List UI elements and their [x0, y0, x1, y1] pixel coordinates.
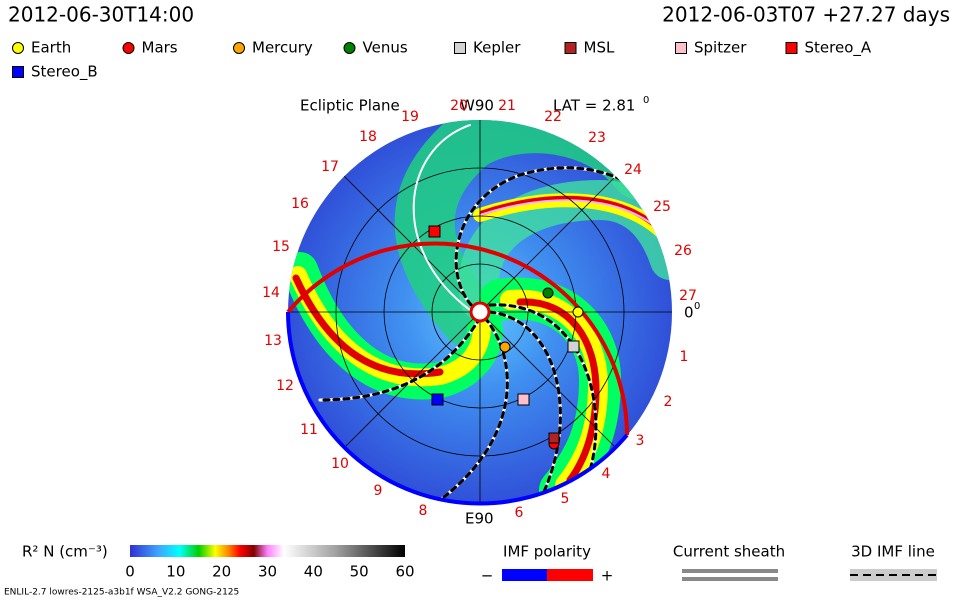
colorbar-tick-label: 40 — [304, 563, 323, 581]
rim-label: 6 — [515, 505, 524, 521]
colorbar-ticks: 0 10 20 30 40 50 60 — [125, 563, 414, 581]
rim-label: 14 — [262, 285, 280, 301]
time-left: 2012-06-30T14:00 — [8, 3, 194, 27]
rim-label: 11 — [300, 422, 318, 438]
rim-label: 18 — [359, 129, 377, 145]
imf-title: IMF polarity — [503, 543, 591, 561]
imf-plus: + — [601, 567, 614, 585]
imf-minus: − — [481, 567, 494, 585]
lat-unit: 0 — [643, 95, 649, 106]
rim-label: 10 — [331, 456, 349, 472]
rim-label: 9 — [374, 483, 383, 499]
colorbar-tick-label: 10 — [166, 563, 185, 581]
rim-label: 19 — [401, 109, 419, 125]
footer: ENLIL-2.7 lowres-2125-a3b1f WSA_V2.2 GON… — [4, 588, 239, 598]
rim-label: 20 — [450, 98, 468, 114]
legend-marker — [12, 42, 24, 54]
legend-marker — [122, 42, 135, 54]
legend-label: Mars — [142, 39, 178, 57]
disc — [286, 120, 672, 506]
rim-label: 25 — [653, 199, 671, 215]
sheath-title: Current sheath — [673, 543, 785, 561]
time-right: 2012-06-03T07 +27.27 days — [662, 3, 950, 27]
zero-label: 0 — [684, 304, 694, 322]
legend-label: Venus — [363, 39, 408, 57]
rim-label: 3 — [636, 433, 645, 449]
colorbar-tick-label: 60 — [395, 563, 414, 581]
rim-label: 13 — [264, 333, 282, 349]
imf-negative — [502, 569, 547, 581]
colorbar-tick-label: 50 — [350, 563, 369, 581]
legend: Earth Mars Mercury Venus Kepler MSL Spitzer Ste… — [12, 39, 872, 82]
rim-label: 26 — [674, 243, 692, 259]
rim-label: 21 — [498, 98, 516, 114]
legend-label: Earth — [31, 39, 71, 57]
legend-marker — [12, 66, 24, 78]
top-label: W90 — [460, 97, 494, 115]
zero-unit: 0 — [694, 301, 700, 312]
legend-marker — [233, 42, 245, 54]
rim-label: 23 — [588, 130, 606, 146]
legend-label: Mercury — [252, 39, 313, 57]
rim-label: 4 — [602, 466, 611, 482]
colorbar-tick-label: 30 — [258, 563, 277, 581]
imf-positive — [547, 569, 593, 581]
lat-label: LAT = 2.81 — [553, 97, 635, 115]
legend-label: Kepler — [473, 39, 521, 57]
legend-marker — [675, 42, 687, 54]
rim-label: 8 — [419, 503, 428, 519]
rim-label: 2 — [664, 394, 673, 410]
rim-label: 16 — [291, 196, 309, 212]
colorbar-tick-label: 0 — [125, 563, 135, 581]
rim-label: 1 — [680, 349, 689, 365]
rim-label: 24 — [624, 162, 642, 178]
legend-marker — [343, 42, 356, 54]
bottom-label: E90 — [465, 510, 494, 528]
rim-label: 15 — [272, 239, 290, 255]
colorbar — [130, 545, 405, 557]
legend-marker — [785, 42, 798, 54]
legend-label: Stereo_B — [31, 63, 98, 82]
rim-label: 12 — [276, 378, 294, 394]
rim-label: 22 — [544, 109, 562, 125]
rim-label: 27 — [679, 288, 697, 304]
legend-marker — [454, 42, 466, 54]
imf-line-title: 3D IMF line — [851, 543, 935, 561]
plot-title: Ecliptic Plane — [300, 97, 400, 115]
legend-label: Stereo_A — [805, 39, 872, 58]
colorbar-tick-label: 20 — [212, 563, 231, 581]
legend-label: MSL — [584, 39, 615, 57]
legend-label: Spitzer — [694, 39, 747, 57]
rim-label: 17 — [321, 159, 339, 175]
legend-marker — [564, 42, 577, 54]
rim-label: 5 — [561, 491, 570, 507]
colorbar-label: R² N (cm⁻³) — [22, 543, 108, 561]
